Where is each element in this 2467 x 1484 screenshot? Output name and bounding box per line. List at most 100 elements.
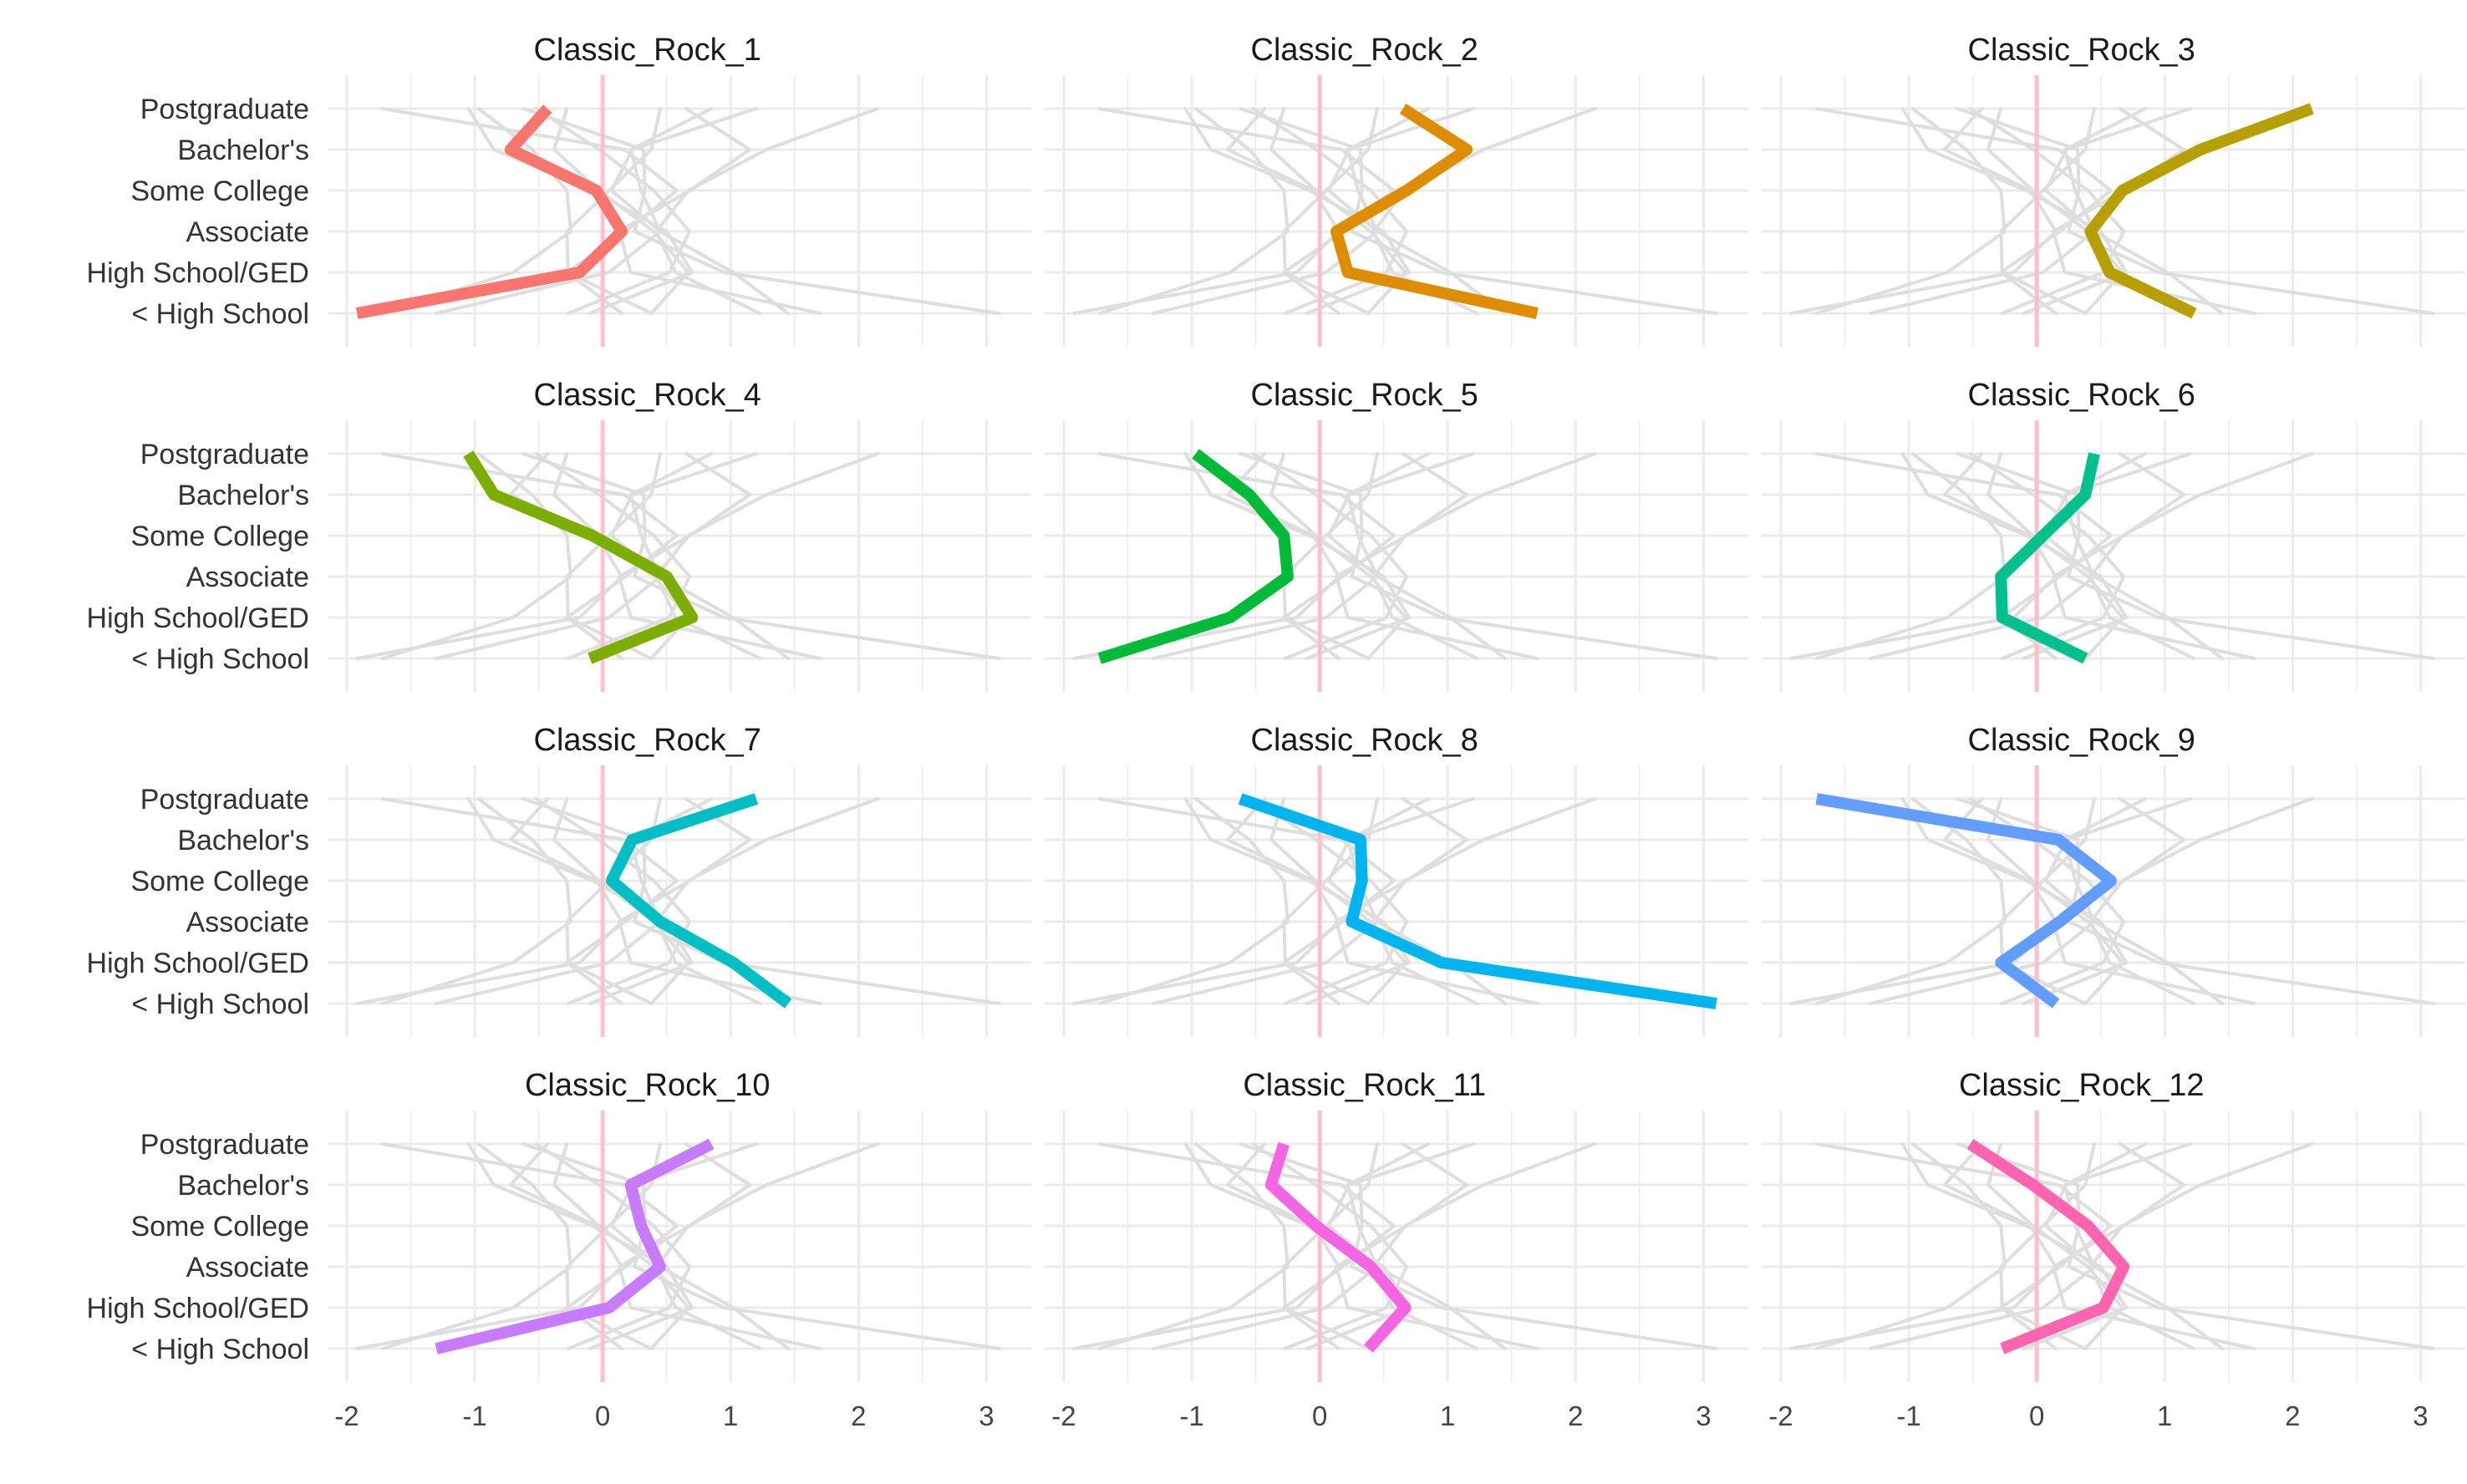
grid-lines [1762, 1110, 2465, 1382]
background-series-line-7 [2043, 107, 2225, 315]
background-series-line-11 [552, 1142, 690, 1350]
background-series-line-3 [654, 107, 880, 315]
background-series-line-5 [1097, 1142, 1289, 1350]
background-series-line-1 [1789, 1142, 2058, 1350]
background-series [1789, 797, 2435, 1005]
y-tick-label: < High School [131, 298, 309, 330]
facet-panel-10: Classic_Rock_10 < High School High School/… [87, 1068, 1031, 1431]
background-series-line-3 [654, 797, 880, 1005]
background-series-line-1 [355, 797, 624, 1005]
x-tick-label: -2 [1051, 1400, 1076, 1431]
facet-panel-12: Classic_Rock_12 -2 -1 0 1 2 3 [1762, 1068, 2465, 1431]
background-series-line-11 [552, 107, 690, 315]
background-series [1072, 452, 1718, 660]
background-series-line-11 [1269, 452, 1407, 660]
facet-panel-7: Classic_Rock_7 < High School High School/G… [87, 723, 1031, 1037]
background-series-line-2 [2052, 107, 2256, 315]
y-tick-label: < High School [131, 643, 309, 675]
series-line-12 [1966, 1139, 2130, 1354]
background-series [1789, 1142, 2435, 1350]
x-tick-label: 1 [723, 1400, 738, 1431]
x-tick-label: 0 [1312, 1400, 1327, 1431]
grid-lines [1762, 420, 2465, 692]
x-tick-label: 2 [1568, 1400, 1583, 1431]
background-series-line-3 [654, 1142, 880, 1350]
background-series-line-1 [1789, 797, 2058, 1005]
background-series-line-11 [1269, 797, 1407, 1005]
x-tick-label: -2 [334, 1400, 359, 1431]
background-series-line-4 [1900, 797, 2129, 1005]
background-series-line-1 [355, 1142, 624, 1350]
x-tick-label: 2 [2285, 1400, 2300, 1431]
background-series-line-11 [552, 797, 690, 1005]
background-series-line-7 [609, 107, 791, 315]
background-series-line-3 [2088, 797, 2314, 1005]
facet-panel-2: Classic_Rock_2 [1045, 33, 1748, 347]
grid-lines [1762, 765, 2465, 1037]
x-tick-label: -2 [1768, 1400, 1793, 1431]
series-line-11 [1265, 1141, 1412, 1353]
facet-panel-11: Classic_Rock_11 -2 -1 0 1 2 3 [1045, 1068, 1748, 1431]
facet-title: Classic_Rock_5 [1251, 378, 1478, 413]
facet-title: Classic_Rock_4 [534, 378, 761, 413]
series-line-5 [1097, 449, 1294, 664]
facet-title: Classic_Rock_10 [525, 1068, 771, 1103]
background-series [1789, 452, 2435, 660]
y-tick-label: High School/GED [87, 948, 309, 979]
y-tick-label: High School/GED [87, 602, 309, 634]
facet-panel-9: Classic_Rock_9 [1762, 723, 2465, 1037]
background-series-line-4 [466, 1142, 694, 1350]
background-series-line-12 [1251, 452, 1409, 660]
background-series-line-2 [618, 107, 822, 315]
background-series-line-10 [435, 452, 714, 660]
y-tick-label: Postgraduate [140, 784, 309, 816]
background-series-line-10 [435, 107, 714, 315]
background-series-line-8 [521, 797, 1001, 1005]
x-tick-label: 3 [1696, 1400, 1711, 1431]
background-series [1072, 797, 1597, 1005]
y-tick-label: Bachelor's [177, 480, 309, 511]
grid-lines [328, 75, 1031, 347]
background-series-line-4 [1183, 797, 1412, 1005]
y-tick-label: Bachelor's [177, 1170, 309, 1202]
background-series-line-5 [1814, 797, 2007, 1005]
facet-title: Classic_Rock_2 [1251, 33, 1478, 68]
background-series-line-2 [618, 797, 822, 1005]
x-tick-label: -1 [1896, 1400, 1920, 1431]
facet-panel-3: Classic_Rock_3 [1762, 33, 2465, 347]
facet-panel-4: Classic_Rock_4 < High School High School/G… [87, 378, 1031, 692]
y-tick-label: Postgraduate [140, 94, 309, 125]
background-series-line-4 [466, 107, 694, 315]
x-tick-label: 0 [2029, 1400, 2044, 1431]
series-line-1 [355, 104, 628, 319]
y-tick-label: High School/GED [87, 1293, 309, 1324]
series-line-6 [1995, 452, 2100, 664]
background-series-line-5 [1814, 1142, 2007, 1350]
x-tick-label: 1 [1440, 1400, 1455, 1431]
background-series-line-2 [1335, 452, 1539, 660]
series-line-3 [2084, 103, 2314, 319]
background-series-line-4 [1900, 452, 2129, 660]
background-series-line-8 [1239, 1142, 1718, 1350]
y-tick-label: < High School [131, 988, 309, 1020]
y-tick-label: Some College [130, 866, 309, 897]
series-line-10 [435, 1138, 715, 1354]
x-tick-label: 0 [595, 1400, 610, 1431]
facet-title: Classic_Rock_1 [534, 33, 761, 68]
background-series-line-5 [380, 452, 572, 660]
series-line-9 [1815, 793, 2117, 1009]
background-series-line-12 [534, 107, 692, 315]
background-series-line-3 [2088, 1142, 2314, 1350]
background-series-line-12 [534, 452, 692, 660]
background-series-line-10 [1869, 107, 2148, 315]
background-series-line-11 [1986, 452, 2124, 660]
facet-title: Classic_Rock_3 [1968, 33, 2195, 68]
series-line-2 [1330, 104, 1539, 319]
facet-panel-8: Classic_Rock_8 [1045, 723, 1748, 1037]
background-series-line-5 [1097, 107, 1289, 315]
background-series-line-2 [1335, 1142, 1539, 1350]
background-series-line-7 [1326, 452, 1508, 660]
background-series-line-5 [380, 797, 572, 1005]
